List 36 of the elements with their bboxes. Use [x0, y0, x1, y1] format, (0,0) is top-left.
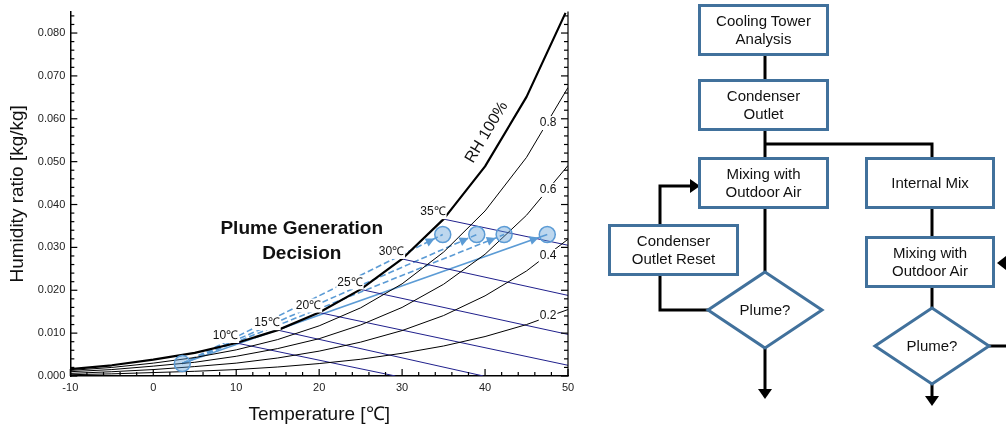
text: Cooling Tower Analysis [698, 4, 829, 56]
y-tick-label: 0.060 [37, 111, 66, 124]
x-tick-label: 40 [478, 380, 492, 393]
annotation: 30℃ [378, 244, 405, 259]
x-tick-label: 50 [561, 380, 575, 393]
x-tick-label: 10 [230, 380, 243, 393]
text: Mixing with Outdoor Air [865, 236, 995, 288]
text: Mixing with Outdoor Air [698, 157, 829, 209]
x-tick-label: 0 [150, 380, 157, 393]
y-tick-label: 0.040 [37, 197, 66, 210]
annotation: 10℃ [212, 328, 239, 343]
y-tick-label: 0.020 [37, 283, 66, 296]
y-tick-label: 0.000 [37, 369, 66, 382]
text: Plume? [738, 300, 792, 320]
x-tick-label: -10 [62, 380, 79, 393]
annotation: 0.4 [539, 248, 557, 263]
x-tick-label: 20 [313, 380, 326, 393]
x-tick-label: 30 [395, 380, 409, 393]
annotation: 35℃ [420, 204, 446, 219]
y-tick-label: 0.080 [37, 26, 66, 39]
annotation: 15℃ [254, 315, 280, 330]
annotation: 25℃ [337, 274, 363, 289]
annotation: 0.2 [539, 308, 557, 323]
text: Condenser Outlet [698, 79, 829, 131]
y-tick-label: 0.070 [37, 68, 66, 81]
text: Condenser Outlet Reset [608, 224, 739, 276]
x-axis-title: Temperature [℃] [248, 402, 390, 424]
y-axis-title: Humidity ratio [kg/kg] [5, 105, 27, 283]
text: Internal Mix [865, 157, 995, 209]
text: Plume? [905, 336, 959, 356]
annotation: 20℃ [295, 297, 322, 312]
annotation: 0.6 [539, 182, 557, 197]
y-tick-label: 0.030 [37, 240, 66, 253]
y-tick-label: 0.050 [37, 154, 66, 167]
y-tick-label: 0.010 [37, 326, 66, 339]
annotation: 0.8 [539, 115, 557, 130]
